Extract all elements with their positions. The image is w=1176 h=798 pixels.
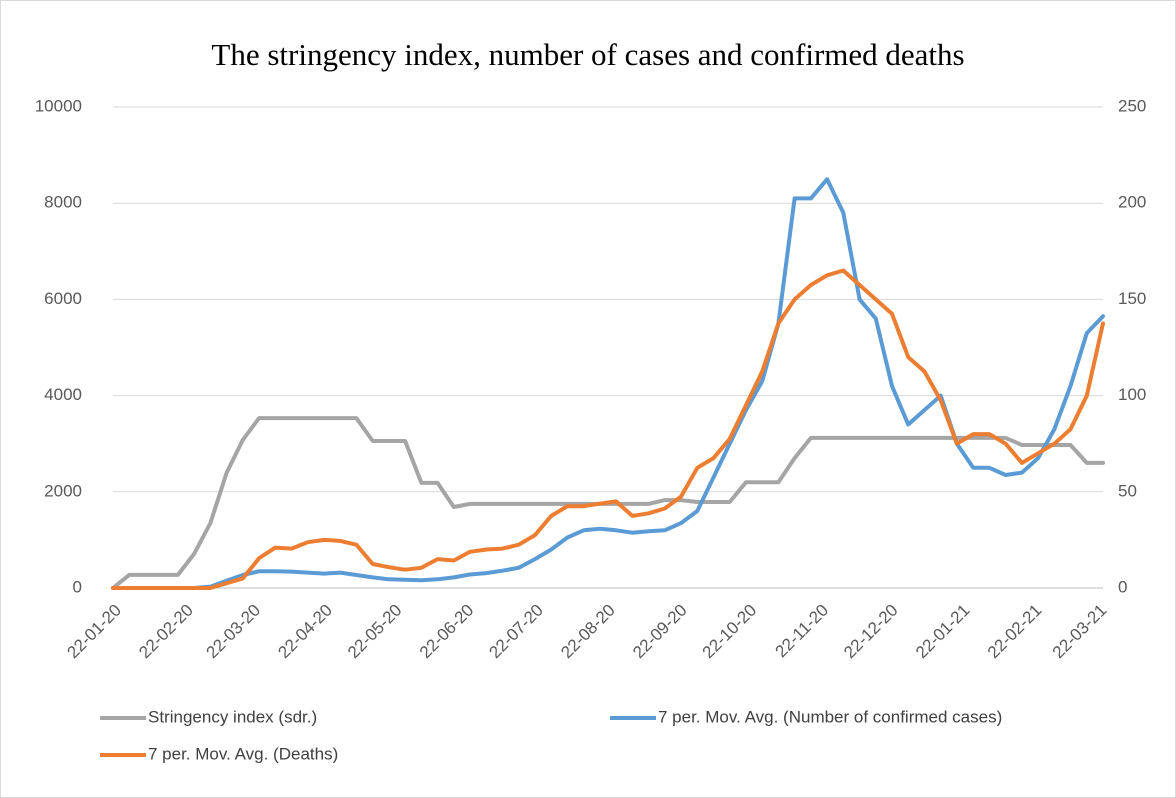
y-tick-label: 10000 <box>35 96 82 115</box>
y2-tick-label: 150 <box>1118 289 1146 308</box>
y-tick-label: 6000 <box>44 289 82 308</box>
y2-tick-label: 50 <box>1118 481 1137 500</box>
series-line <box>111 268 1105 590</box>
y2-tick-label: 250 <box>1118 96 1146 115</box>
y-tick-label: 8000 <box>44 193 82 212</box>
y2-tick-label: 100 <box>1118 385 1146 404</box>
chart-title: The stringency index, number of cases an… <box>211 37 964 72</box>
legend-label: 7 per. Mov. Avg. (Deaths) <box>148 744 338 763</box>
legend-label: 7 per. Mov. Avg. (Number of confirmed ca… <box>658 707 1002 726</box>
legend: Stringency index (sdr.) 7 per. Mov. Avg. … <box>100 707 1002 763</box>
legend-label: Stringency index (sdr.) <box>148 707 317 726</box>
y-tick-label: 2000 <box>44 481 82 500</box>
y-tick-label: 0 <box>73 577 82 596</box>
y2-tick-label: 200 <box>1118 193 1146 212</box>
y-tick-label: 4000 <box>44 385 82 404</box>
y2-tick-label: 0 <box>1118 577 1127 596</box>
